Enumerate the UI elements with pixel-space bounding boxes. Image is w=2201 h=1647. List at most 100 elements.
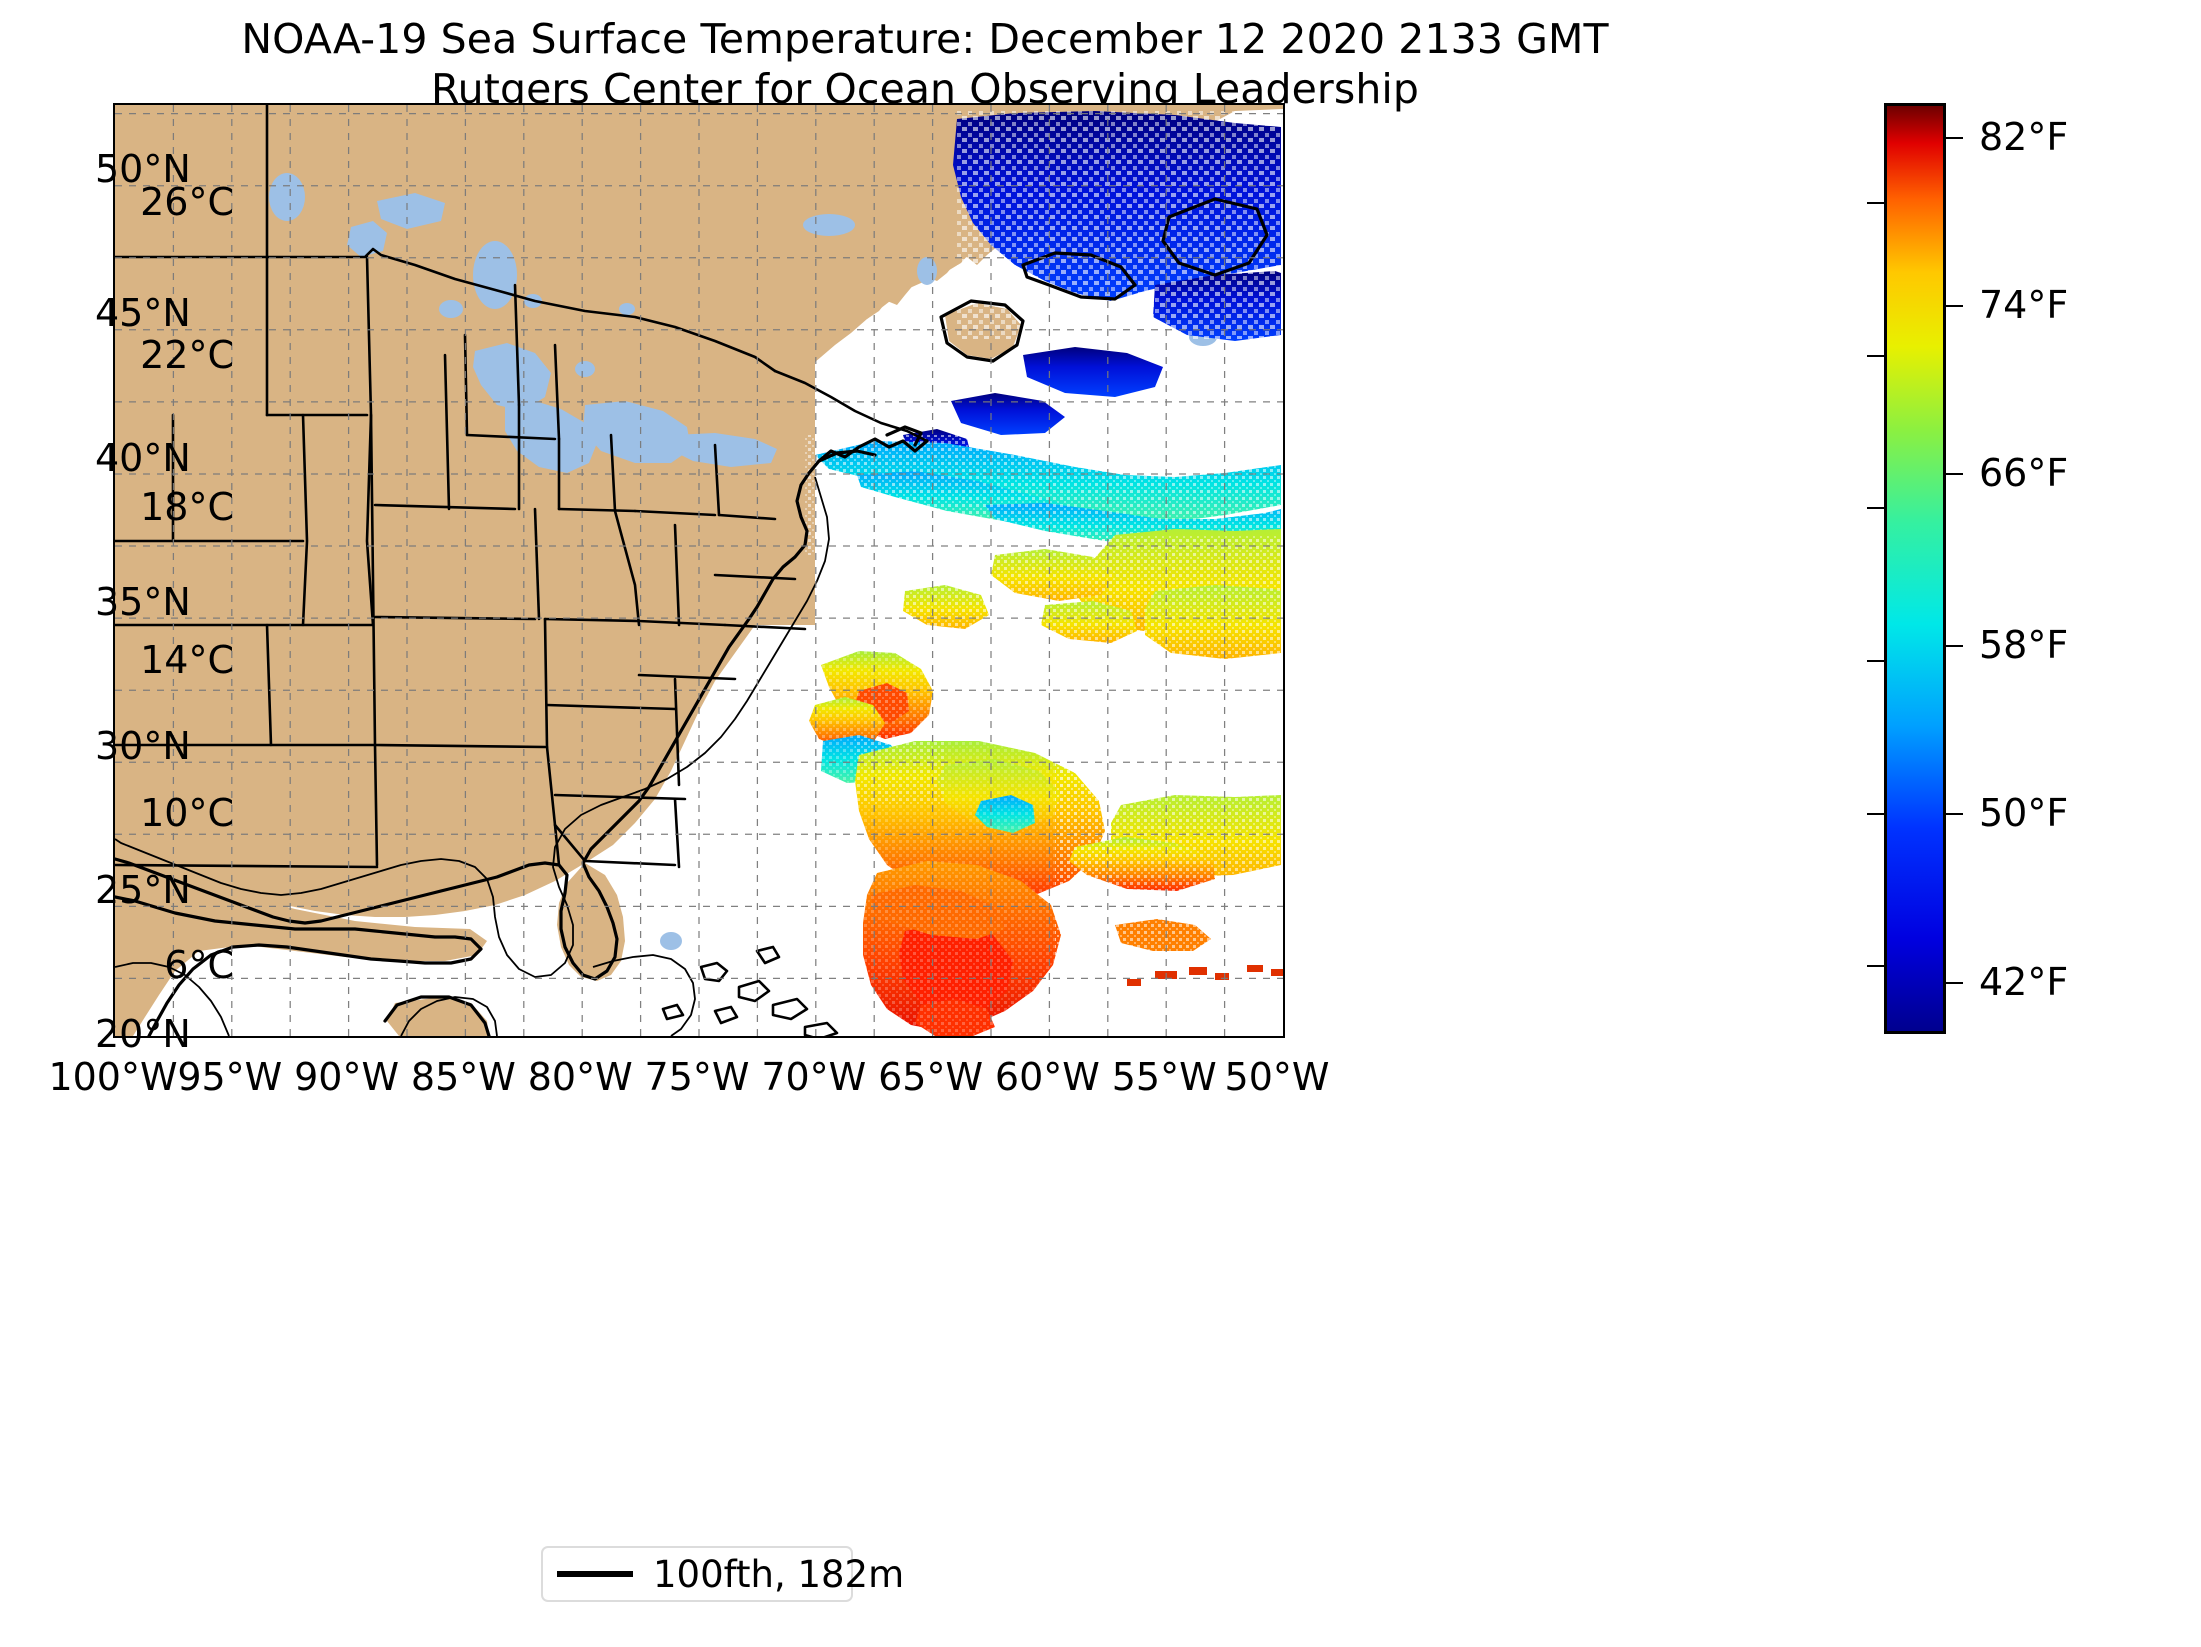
x-tick-minor (903, 1036, 904, 1038)
isobath-legend-label: 100fth, 182m (653, 1552, 905, 1596)
y-axis-label: 20°N (95, 1012, 191, 1056)
x-axis-label: 65°W (878, 1055, 984, 1099)
page-title: NOAA-19 Sea Surface Temperature: Decembe… (241, 15, 1609, 63)
y-tick-minor (113, 964, 115, 965)
cb-label-celsius: 18°C (140, 485, 234, 530)
cb-label-celsius: 14°C (140, 638, 234, 683)
x-tick-minor (874, 1036, 875, 1038)
x-tick-minor (787, 1036, 788, 1038)
map-svg (115, 105, 1283, 1036)
chart-title-block: NOAA-19 Sea Surface Temperature: Decembe… (0, 14, 1850, 114)
cb-tick-celsius (1867, 354, 1884, 357)
cb-tick-celsius (1867, 507, 1884, 510)
isobath-line-swatch (557, 1571, 633, 1577)
x-tick-minor (845, 1036, 846, 1038)
x-tick-minor (1137, 1036, 1138, 1038)
y-tick-minor (113, 532, 115, 533)
sst-data-layer (805, 111, 1283, 1036)
x-axis-label: 60°W (994, 1055, 1100, 1099)
cb-label-celsius: 26°C (140, 180, 234, 225)
x-tick-minor (524, 1036, 525, 1038)
cb-tick-celsius (1867, 812, 1884, 815)
map-grid (115, 105, 1283, 1036)
map-canvas (115, 105, 1283, 1036)
cb-tick-fahrenheit (1946, 812, 1963, 815)
cb-label-fahrenheit: 50°F (1979, 790, 2069, 835)
x-tick-minor (319, 1036, 320, 1038)
x-tick-minor (378, 1036, 379, 1038)
sst-colorbar[interactable] (1867, 103, 1963, 1034)
x-tick-major (1281, 1036, 1283, 1038)
x-axis-label: 75°W (644, 1055, 750, 1099)
y-axis-label: 30°N (95, 723, 191, 768)
x-tick-minor (757, 1036, 758, 1038)
isobath-100fth (115, 476, 830, 1036)
y-axis-label: 25°N (95, 867, 191, 912)
y-axis-label: 50°N (95, 147, 191, 192)
x-tick-major (933, 1036, 935, 1038)
political-borders (115, 105, 929, 869)
sst-map-panel[interactable] (113, 103, 1285, 1038)
x-tick-major (232, 1036, 234, 1038)
x-tick-major (699, 1036, 701, 1038)
y-axis-label: 40°N (95, 435, 191, 480)
x-tick-major (582, 1036, 584, 1038)
x-tick-minor (991, 1036, 992, 1038)
x-tick-major (1049, 1036, 1051, 1038)
colorbar-frame (1884, 103, 1946, 1034)
cb-label-fahrenheit: 82°F (1979, 115, 2069, 160)
x-tick-minor (261, 1036, 262, 1038)
x-tick-minor (1254, 1036, 1255, 1038)
cb-tick-celsius (1867, 965, 1884, 968)
x-tick-minor (1195, 1036, 1196, 1038)
y-axis-label: 45°N (95, 291, 191, 336)
x-axis-label: 100°W (48, 1055, 178, 1099)
y-tick-minor (113, 820, 115, 821)
isobath-legend[interactable]: 100fth, 182m (541, 1546, 904, 1602)
x-axis-label: 85°W (410, 1055, 516, 1099)
x-axis-label: 95°W (177, 1055, 283, 1099)
x-tick-minor (407, 1036, 408, 1038)
y-tick-minor (113, 387, 115, 388)
colorbar-gradient (1887, 106, 1943, 1031)
land-yucatan (387, 997, 489, 1036)
cb-label-celsius: 22°C (140, 332, 234, 377)
y-tick-minor (113, 113, 115, 114)
x-tick-minor (495, 1036, 496, 1038)
y-tick-minor (113, 676, 115, 677)
x-tick-minor (641, 1036, 642, 1038)
cb-tick-celsius (1867, 660, 1884, 663)
cb-tick-fahrenheit (1946, 305, 1963, 308)
x-tick-minor (1225, 1036, 1226, 1038)
x-tick-minor (728, 1036, 729, 1038)
x-tick-minor (290, 1036, 291, 1038)
x-tick-minor (436, 1036, 437, 1038)
x-tick-minor (1079, 1036, 1080, 1038)
x-tick-major (1166, 1036, 1168, 1038)
cb-label-fahrenheit: 66°F (1979, 451, 2069, 496)
x-tick-major (465, 1036, 467, 1038)
x-tick-minor (1020, 1036, 1021, 1038)
y-axis-label: 35°N (95, 579, 191, 624)
y-tick-minor (113, 243, 115, 244)
cb-tick-fahrenheit (1946, 644, 1963, 647)
x-axis-label: 70°W (761, 1055, 867, 1099)
cb-tick-celsius (1867, 202, 1884, 205)
x-axis-label: 80°W (527, 1055, 633, 1099)
cb-label-fahrenheit: 58°F (1979, 622, 2069, 667)
x-tick-major (349, 1036, 351, 1038)
x-tick-minor (670, 1036, 671, 1038)
x-tick-minor (962, 1036, 963, 1038)
x-tick-minor (1108, 1036, 1109, 1038)
x-tick-minor (553, 1036, 554, 1038)
x-tick-minor (611, 1036, 612, 1038)
cb-tick-fahrenheit (1946, 982, 1963, 985)
cb-tick-fahrenheit (1946, 473, 1963, 476)
cb-tick-fahrenheit (1946, 137, 1963, 140)
cb-label-celsius: 6°C (164, 943, 234, 988)
cb-label-celsius: 10°C (140, 790, 234, 835)
cb-label-fahrenheit: 42°F (1979, 960, 2069, 1005)
x-axis-label: 50°W (1224, 1055, 1330, 1099)
x-axis-label: 55°W (1111, 1055, 1217, 1099)
x-tick-minor (203, 1036, 204, 1038)
